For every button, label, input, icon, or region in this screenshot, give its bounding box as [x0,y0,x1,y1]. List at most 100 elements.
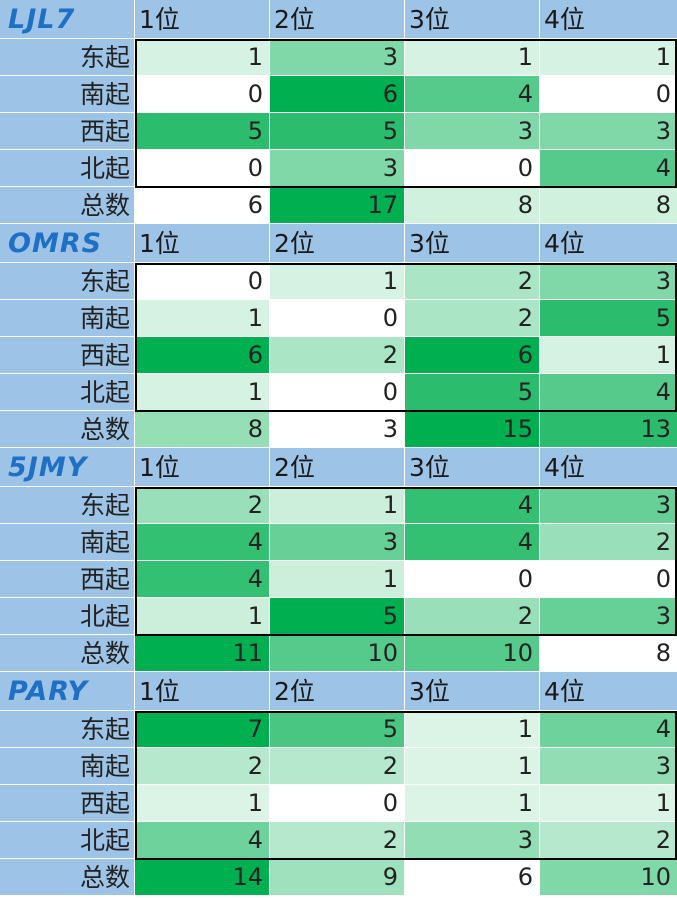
value-cell[interactable]: 0 [270,374,405,411]
value-cell[interactable]: 2 [405,300,540,337]
row-label[interactable]: 南起 [0,524,135,561]
row-label[interactable]: 东起 [0,487,135,524]
value-cell[interactable]: 0 [270,785,405,822]
column-header-4[interactable]: 4位 [540,672,677,711]
total-cell[interactable]: 11 [135,635,270,672]
value-cell[interactable]: 4 [540,711,677,748]
column-header-1[interactable]: 1位 [135,224,270,263]
value-cell[interactable]: 4 [135,561,270,598]
value-cell[interactable]: 6 [270,76,405,113]
value-cell[interactable]: 2 [135,487,270,524]
value-cell[interactable]: 2 [270,748,405,785]
value-cell[interactable]: 4 [405,487,540,524]
row-label[interactable]: 东起 [0,263,135,300]
value-cell[interactable]: 1 [405,711,540,748]
value-cell[interactable]: 1 [540,337,677,374]
block-code[interactable]: PARY [0,672,135,711]
value-cell[interactable]: 0 [135,150,270,187]
value-cell[interactable]: 1 [135,300,270,337]
row-label[interactable]: 南起 [0,300,135,337]
row-label[interactable]: 总数 [0,635,135,672]
total-cell[interactable]: 8 [135,411,270,448]
column-header-1[interactable]: 1位 [135,672,270,711]
row-label[interactable]: 东起 [0,711,135,748]
value-cell[interactable]: 1 [405,785,540,822]
value-cell[interactable]: 4 [135,822,270,859]
value-cell[interactable]: 5 [270,113,405,150]
row-label[interactable]: 北起 [0,598,135,635]
value-cell[interactable]: 3 [540,113,677,150]
value-cell[interactable]: 1 [540,39,677,76]
total-cell[interactable]: 14 [135,859,270,896]
column-header-2[interactable]: 2位 [270,672,405,711]
value-cell[interactable]: 7 [135,711,270,748]
value-cell[interactable]: 4 [135,524,270,561]
row-label[interactable]: 总数 [0,187,135,224]
total-cell[interactable]: 8 [540,635,677,672]
total-cell[interactable]: 6 [405,859,540,896]
total-cell[interactable]: 10 [540,859,677,896]
column-header-4[interactable]: 4位 [540,224,677,263]
column-header-3[interactable]: 3位 [405,224,540,263]
column-header-3[interactable]: 3位 [405,0,540,39]
value-cell[interactable]: 2 [135,748,270,785]
value-cell[interactable]: 1 [270,487,405,524]
row-label[interactable]: 北起 [0,150,135,187]
value-cell[interactable]: 3 [405,822,540,859]
row-label[interactable]: 东起 [0,39,135,76]
column-header-2[interactable]: 2位 [270,448,405,487]
row-label[interactable]: 西起 [0,337,135,374]
value-cell[interactable]: 0 [540,561,677,598]
value-cell[interactable]: 1 [270,561,405,598]
value-cell[interactable]: 1 [135,785,270,822]
total-cell[interactable]: 8 [405,187,540,224]
value-cell[interactable]: 5 [540,300,677,337]
total-cell[interactable]: 6 [135,187,270,224]
total-cell[interactable]: 10 [270,635,405,672]
value-cell[interactable]: 3 [540,748,677,785]
column-header-4[interactable]: 4位 [540,0,677,39]
value-cell[interactable]: 3 [405,113,540,150]
value-cell[interactable]: 6 [135,337,270,374]
value-cell[interactable]: 1 [540,785,677,822]
value-cell[interactable]: 3 [270,39,405,76]
value-cell[interactable]: 3 [540,598,677,635]
value-cell[interactable]: 0 [540,76,677,113]
value-cell[interactable]: 5 [135,113,270,150]
value-cell[interactable]: 4 [540,374,677,411]
row-label[interactable]: 北起 [0,374,135,411]
value-cell[interactable]: 1 [405,39,540,76]
value-cell[interactable]: 2 [270,337,405,374]
value-cell[interactable]: 5 [270,711,405,748]
value-cell[interactable]: 4 [405,76,540,113]
value-cell[interactable]: 1 [270,263,405,300]
column-header-2[interactable]: 2位 [270,0,405,39]
value-cell[interactable]: 1 [135,374,270,411]
value-cell[interactable]: 0 [135,76,270,113]
column-header-2[interactable]: 2位 [270,224,405,263]
row-label[interactable]: 总数 [0,859,135,896]
value-cell[interactable]: 2 [405,263,540,300]
value-cell[interactable]: 3 [540,487,677,524]
total-cell[interactable]: 9 [270,859,405,896]
column-header-1[interactable]: 1位 [135,448,270,487]
row-label[interactable]: 西起 [0,561,135,598]
value-cell[interactable]: 6 [405,337,540,374]
row-label[interactable]: 南起 [0,76,135,113]
column-header-3[interactable]: 3位 [405,448,540,487]
value-cell[interactable]: 0 [405,150,540,187]
value-cell[interactable]: 5 [405,374,540,411]
value-cell[interactable]: 0 [270,300,405,337]
value-cell[interactable]: 4 [540,150,677,187]
value-cell[interactable]: 0 [405,561,540,598]
row-label[interactable]: 南起 [0,748,135,785]
total-cell[interactable]: 17 [270,187,405,224]
value-cell[interactable]: 3 [270,150,405,187]
total-cell[interactable]: 3 [270,411,405,448]
value-cell[interactable]: 0 [135,263,270,300]
value-cell[interactable]: 2 [405,598,540,635]
column-header-4[interactable]: 4位 [540,448,677,487]
value-cell[interactable]: 3 [540,263,677,300]
value-cell[interactable]: 4 [405,524,540,561]
block-code[interactable]: OMRS [0,224,135,263]
